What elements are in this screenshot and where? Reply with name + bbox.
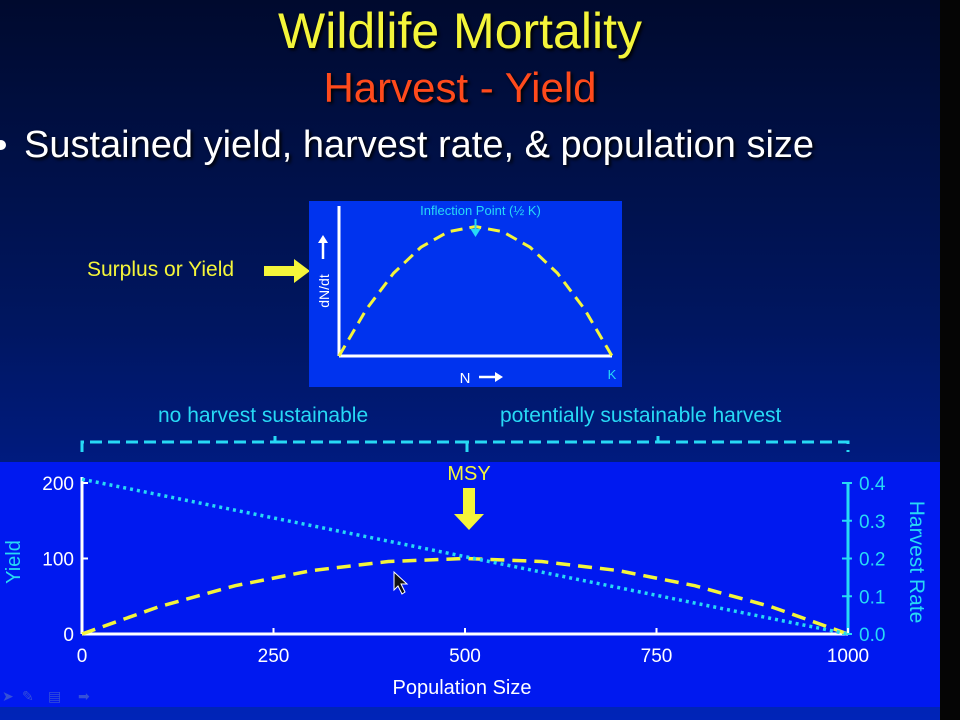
x-axis-label: Population Size: [393, 677, 532, 699]
bullet-text: Sustained yield, harvest rate, & populat…: [24, 124, 815, 166]
inflection-arrowhead-icon: [470, 229, 481, 237]
bullet-icon: [0, 140, 6, 150]
slide-subtitle: Harvest - Yield: [323, 64, 597, 111]
harvest-rate-series-line: [81, 477, 849, 636]
msy-arrow-icon: [454, 488, 484, 530]
right-arrow-icon: [264, 259, 310, 283]
y2-tick-label-0.2: 0.2: [859, 550, 885, 571]
bullet-item: Sustained yield, harvest rate, & populat…: [0, 122, 940, 172]
x-axis-label: N: [460, 370, 471, 387]
slides-icon[interactable]: ▤: [48, 688, 62, 704]
x-tick-label-750: 750: [641, 646, 673, 667]
yield-series-line: [81, 556, 849, 636]
y-tick-label-0: 0: [63, 625, 74, 646]
slide-title: Wildlife Mortality: [278, 3, 642, 59]
logistic-growth-svg: Inflection Point (½ K) dN/dt N K: [316, 203, 617, 387]
logistic-growth-chart: Inflection Point (½ K) dN/dt N K: [309, 201, 622, 387]
pen-icon[interactable]: ✎: [22, 688, 34, 704]
logistic-series-line: [337, 225, 614, 357]
x-tick-label-0: 0: [77, 646, 88, 667]
y2-tick-label-0.4: 0.4: [859, 474, 886, 495]
x-tick-label-1000: 1000: [827, 646, 869, 667]
yield-harvest-svg: 0 250 500 750 1000 0 100 200 0.0 0.1 0.2 0.3 0.4 Popu…: [3, 463, 928, 699]
sustainable-harvest-label: potentially sustainable harvest: [500, 404, 782, 427]
arrow-icon[interactable]: ➤: [2, 688, 14, 704]
mouse-cursor-icon: [393, 570, 409, 595]
x-tick-label-500: 500: [449, 646, 481, 667]
x-arrowhead-icon: [495, 372, 503, 382]
y-tick-label-100: 100: [42, 550, 74, 571]
y2-axis-label: Harvest Rate: [905, 501, 928, 624]
y2-tick-label-0.3: 0.3: [859, 512, 885, 533]
inflection-point-label: Inflection Point (½ K): [420, 203, 541, 218]
slideshow-toolbar[interactable]: ➤ ✎ ▤ ➡: [0, 688, 110, 708]
y-tick-label-200: 200: [42, 474, 74, 495]
left-brace: [80, 436, 469, 452]
window-edge: [940, 0, 960, 720]
harvest-zone-braces: no harvest sustainable potentially susta…: [0, 400, 940, 462]
surplus-label: Surplus or Yield: [87, 258, 235, 281]
braces-svg: [80, 436, 850, 452]
next-icon[interactable]: ➡: [78, 688, 90, 704]
y-axis-label: Yield: [3, 540, 25, 584]
y-axis-label: dN/dt: [316, 274, 332, 308]
no-harvest-label: no harvest sustainable: [158, 404, 369, 427]
y2-tick-label-0.0: 0.0: [859, 625, 885, 646]
right-brace: [465, 436, 850, 452]
y-arrowhead-icon: [318, 235, 328, 243]
msy-label: MSY: [447, 463, 490, 485]
slide: Wildlife Mortality Harvest - Yield Susta…: [0, 0, 940, 720]
x-tick-label-250: 250: [258, 646, 290, 667]
y2-tick-label-0.1: 0.1: [859, 587, 885, 608]
x-tick-label-k: K: [608, 367, 617, 382]
yield-harvest-chart: 0 250 500 750 1000 0 100 200 0.0 0.1 0.2 0.3 0.4 Popu…: [0, 462, 940, 707]
